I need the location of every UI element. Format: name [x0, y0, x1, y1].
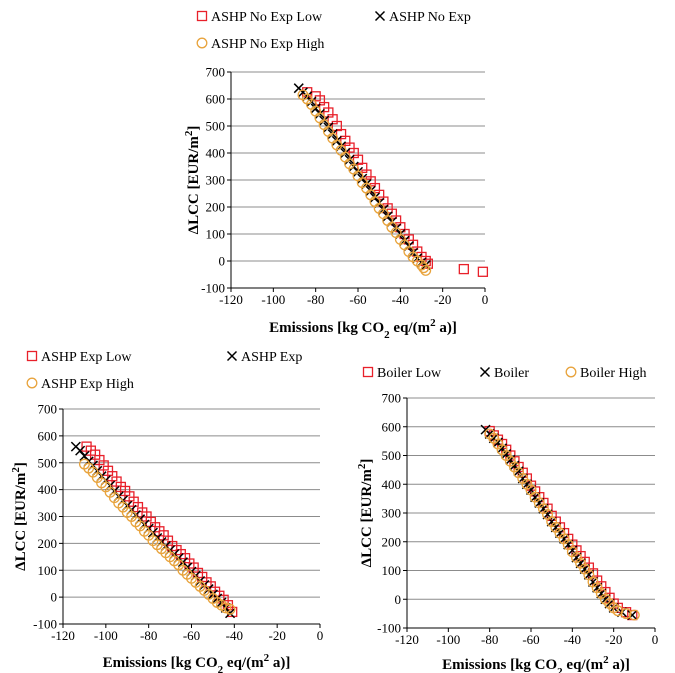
- y-tick-label: 300: [206, 173, 226, 188]
- series-circle: [484, 428, 640, 621]
- x-tick-label: 0: [317, 628, 324, 643]
- y-tick-label: 300: [38, 509, 58, 524]
- legend-label: Boiler Low: [377, 366, 442, 381]
- x-tick-label: -20: [268, 628, 285, 643]
- x-tick-label: -120: [51, 628, 75, 643]
- legend-label: ASHP Exp Low: [41, 350, 132, 365]
- y-tick-label: 200: [38, 536, 58, 551]
- data-point: [225, 608, 236, 619]
- legend-label: ASHP No Exp: [389, 10, 471, 25]
- series-circle: [78, 458, 236, 615]
- legend-label: ASHP Exp: [241, 350, 302, 365]
- y-tick-label: 0: [51, 590, 58, 605]
- y-tick-label: 100: [382, 563, 402, 578]
- y-tick-label: 100: [206, 227, 226, 242]
- data-point: [418, 262, 430, 274]
- series-square: [302, 87, 489, 277]
- legend-marker: [26, 350, 38, 362]
- x-tick-label: -100: [436, 632, 460, 647]
- y-tick-label: 700: [206, 65, 226, 80]
- legend-marker: [196, 37, 208, 49]
- legend-marker: [374, 10, 386, 22]
- y-tick-label: 600: [38, 428, 58, 443]
- x-tick-label: -80: [140, 628, 157, 643]
- data-point: [628, 609, 640, 621]
- legend-marker: [362, 366, 374, 378]
- x-tick-label: -60: [522, 632, 539, 647]
- y-tick-label: 400: [382, 477, 402, 492]
- y-tick-label: 700: [382, 391, 402, 406]
- x-tick-label: -60: [349, 292, 366, 307]
- x-tick-label: -80: [481, 632, 498, 647]
- x-tick-label: -80: [307, 292, 324, 307]
- legend-label: ASHP Exp High: [41, 377, 134, 392]
- x-tick-label: -40: [226, 628, 243, 643]
- legend-label: Boiler High: [580, 366, 647, 381]
- x-tick-label: 0: [652, 632, 659, 647]
- y-tick-label: -100: [33, 617, 57, 632]
- y-tick-label: 500: [38, 455, 58, 470]
- y-axis-label: ΔLCC [EUR/m2]: [183, 126, 202, 235]
- y-tick-label: 400: [38, 482, 58, 497]
- data-point: [620, 608, 632, 620]
- data-point: [477, 266, 489, 277]
- legend-label: ASHP No Exp High: [211, 37, 324, 52]
- y-tick-label: 100: [38, 563, 58, 578]
- x-axis-label: Emissions [kg CO2 eq/(m2 a)]: [269, 317, 457, 341]
- x-axis-label: Emissions [kg CO2 eq/(m2 a)]: [103, 652, 291, 673]
- legend-label: Boiler: [494, 366, 529, 381]
- x-tick-label: -40: [392, 292, 409, 307]
- x-tick-label: -120: [219, 292, 243, 307]
- data-point: [310, 103, 321, 114]
- y-tick-label: 600: [206, 92, 226, 107]
- y-tick-label: 600: [382, 419, 402, 434]
- x-tick-label: -100: [94, 628, 118, 643]
- legend-marker: [26, 377, 38, 389]
- y-tick-label: 0: [219, 254, 226, 269]
- legend-marker: [196, 10, 208, 22]
- x-tick-label: 0: [482, 292, 489, 307]
- data-point: [458, 263, 469, 275]
- data-point: [220, 602, 232, 614]
- data-point: [627, 610, 638, 621]
- series-circle: [297, 89, 432, 276]
- y-axis-label: ΔLCC [EUR/m2]: [10, 462, 29, 571]
- data-point: [75, 445, 86, 456]
- y-tick-label: 500: [382, 448, 402, 463]
- legend-marker: [565, 366, 577, 378]
- series-square: [81, 441, 238, 618]
- y-tick-label: 300: [382, 506, 402, 521]
- data-point: [224, 603, 236, 615]
- y-axis-label: ΔLCC [EUR/m2]: [356, 459, 375, 568]
- y-tick-label: 700: [38, 402, 58, 417]
- data-point: [420, 265, 432, 276]
- legend-marker: [479, 366, 491, 378]
- x-tick-label: -20: [605, 632, 622, 647]
- x-tick-label: -100: [261, 292, 285, 307]
- x-tick-label: -20: [434, 292, 451, 307]
- data-point: [79, 451, 90, 462]
- y-tick-label: 200: [382, 534, 402, 549]
- legend-label: ASHP No Exp Low: [211, 10, 323, 25]
- y-tick-label: 0: [395, 592, 402, 607]
- y-tick-label: 500: [206, 119, 226, 134]
- x-tick-label: -60: [183, 628, 200, 643]
- y-tick-label: 200: [206, 200, 226, 215]
- y-tick-label: -100: [377, 621, 401, 636]
- y-tick-label: 400: [206, 146, 226, 161]
- legend-marker: [226, 350, 238, 362]
- y-tick-label: -100: [201, 281, 225, 296]
- x-tick-label: -120: [395, 632, 419, 647]
- x-axis-label: Emissions [kg CO2 eq/(m2 a)]: [442, 654, 630, 673]
- x-tick-label: -40: [564, 632, 581, 647]
